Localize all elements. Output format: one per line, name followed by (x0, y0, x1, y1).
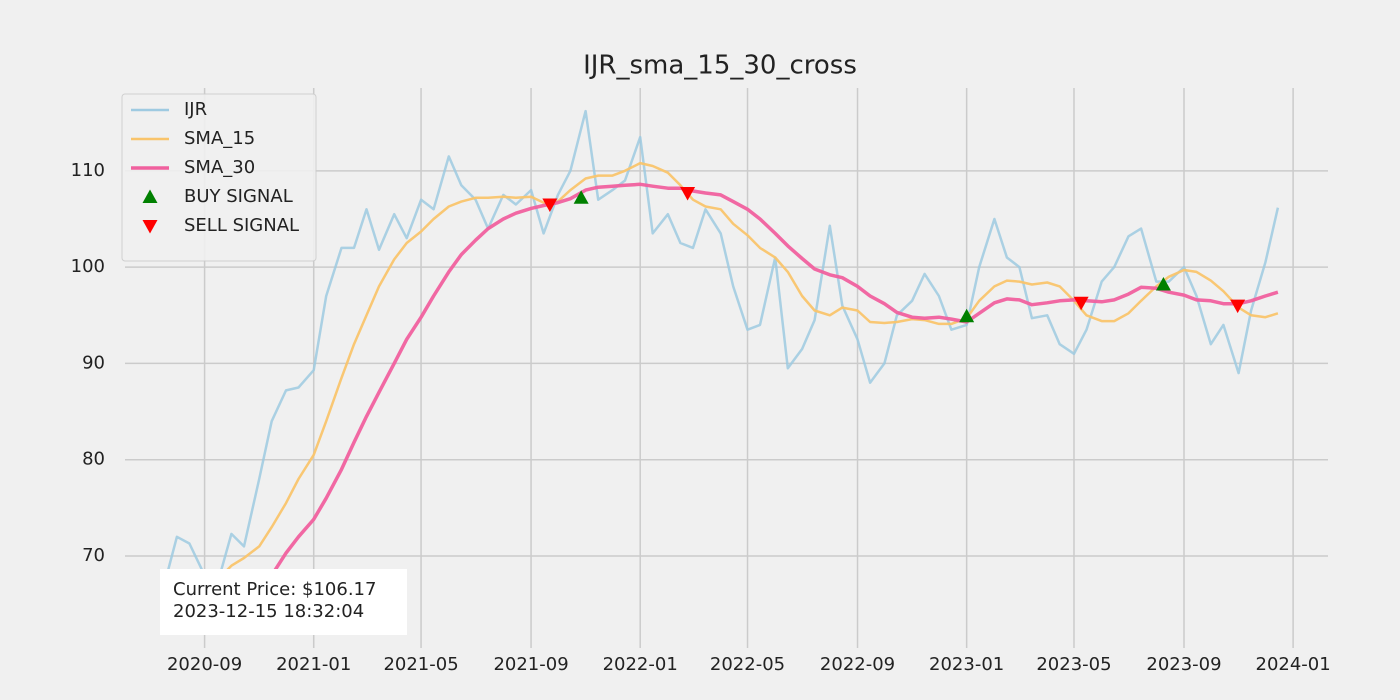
signal-marker (959, 308, 975, 323)
legend-label: SMA_30 (184, 157, 255, 178)
line-series (160, 109, 1280, 595)
signal-marker (680, 186, 696, 201)
annotation-box (160, 569, 407, 635)
y-tick-label: 80 (82, 449, 105, 470)
legend-label: SMA_15 (184, 128, 255, 149)
legend-label: IJR (184, 99, 207, 120)
legend-box (121, 93, 317, 262)
x-tick-label: 2023-09 (1146, 654, 1221, 675)
x-tick-label: 2020-09 (167, 654, 242, 675)
signal-marker (542, 198, 558, 213)
y-tick-label: 70 (82, 545, 105, 566)
y-tick-label: 90 (82, 352, 105, 373)
signal-marker (1155, 276, 1171, 291)
x-tick-label: 2022-05 (710, 654, 785, 675)
signal-marker (573, 190, 589, 204)
x-tick-label: 2023-05 (1036, 654, 1111, 675)
chart-title: IJR_sma_15_30_cross (583, 51, 857, 81)
y-tick-label: 110 (71, 160, 105, 181)
x-tick-label: 2024-01 (1256, 654, 1331, 675)
x-tick-label: 2021-05 (383, 654, 458, 675)
x-tick-label: 2022-01 (603, 654, 678, 675)
x-tick-label: 2023-01 (929, 654, 1004, 675)
annotation-text: 2023-12-15 18:32:04 (173, 601, 364, 622)
legend-label: BUY SIGNAL (184, 186, 293, 207)
annotation-text: Current Price: $106.17 (173, 579, 376, 600)
line-series (230, 182, 1279, 611)
legend-swatch (142, 220, 158, 234)
x-tick-label: 2021-09 (493, 654, 568, 675)
y-tick-label: 100 (71, 256, 105, 277)
x-tick-label: 2021-01 (276, 654, 351, 675)
legend-label: SELL SIGNAL (184, 215, 299, 236)
x-tick-label: 2022-09 (820, 654, 895, 675)
signal-marker (1073, 296, 1089, 311)
line-series (203, 161, 1279, 591)
signal-marker (1230, 299, 1246, 314)
legend-swatch (142, 189, 158, 203)
